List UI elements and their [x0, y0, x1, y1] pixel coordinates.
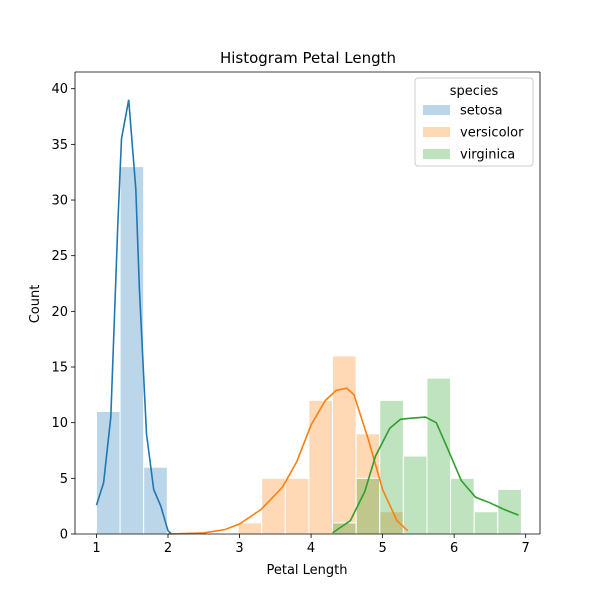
y-tick-label: 25 [51, 249, 68, 264]
legend-label-setosa: setosa [460, 104, 503, 119]
bar-versicolor-8 [284, 477, 310, 535]
x-tick-label: 1 [92, 541, 100, 556]
y-tick-label: 20 [51, 305, 68, 320]
x-tick-label: 3 [235, 541, 243, 556]
x-tick-label: 7 [522, 541, 530, 556]
kde-layer [95, 99, 519, 535]
bar-virginica-16 [473, 511, 499, 535]
bar-virginica-13 [402, 455, 428, 535]
bar-setosa-1 [119, 166, 145, 535]
bar-setosa-2 [143, 466, 168, 535]
x-axis-label: Petal Length [266, 563, 347, 578]
legend-label-versicolor: versicolor [460, 126, 524, 141]
y-tick-label: 40 [51, 82, 68, 97]
y-tick-label: 5 [60, 472, 68, 487]
y-tick-label: 35 [51, 138, 68, 153]
x-tick-label: 5 [378, 541, 386, 556]
x-tick-label: 6 [450, 541, 458, 556]
legend-frame [414, 77, 534, 167]
axes: 1 2 3 4 5 6 7 0 5 10 15 20 25 30 35 40 [51, 71, 541, 556]
y-tick-label: 0 [60, 528, 68, 543]
legend-swatch-setosa [423, 105, 450, 115]
kde-line-versicolor [167, 387, 409, 535]
legend-label-virginica: virginica [460, 148, 515, 163]
y-tick-label: 30 [51, 194, 68, 209]
kde-line-virginica [332, 416, 519, 534]
legend: species setosa versicolor virginica [414, 77, 534, 167]
y-tick-label: 15 [51, 361, 68, 376]
bar-virginica-15 [450, 477, 475, 535]
bar-virginica-14 [426, 377, 452, 535]
bar-setosa-0 [95, 411, 121, 535]
legend-swatch-versicolor [423, 127, 450, 137]
bars-layer [95, 166, 522, 535]
y-tick-label: 10 [51, 416, 68, 431]
chart-title: Histogram Petal Length [220, 49, 396, 67]
bar-versicolor-10 [332, 355, 357, 535]
bar-versicolor-9 [308, 399, 334, 535]
bar-virginica-11 [355, 477, 381, 535]
legend-title: species [450, 84, 499, 99]
bar-versicolor-6 [237, 522, 263, 535]
kde-line-setosa [95, 99, 173, 535]
x-tick-label: 4 [307, 541, 315, 556]
legend-swatch-virginica [423, 149, 450, 159]
x-tick-label: 2 [164, 541, 172, 556]
y-axis-label: Count [28, 285, 43, 324]
